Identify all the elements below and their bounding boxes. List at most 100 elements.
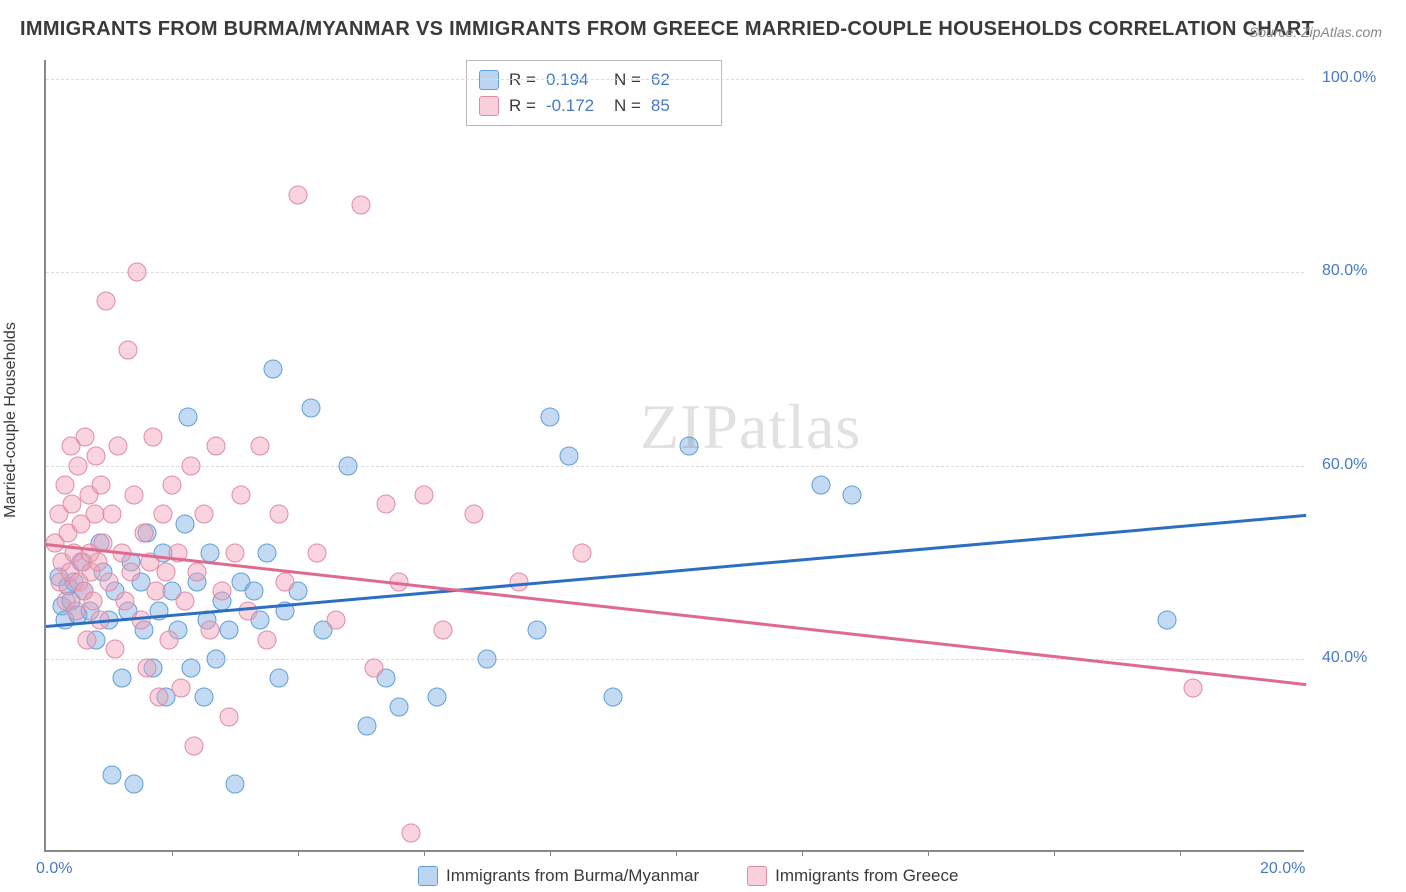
x-tick-label: 20.0% bbox=[1260, 860, 1305, 878]
data-point bbox=[67, 601, 86, 620]
data-point bbox=[134, 524, 153, 543]
data-point bbox=[402, 823, 421, 842]
data-point bbox=[326, 611, 345, 630]
r-label: R = bbox=[509, 93, 536, 119]
y-tick-label: 60.0% bbox=[1322, 456, 1367, 474]
data-point bbox=[377, 495, 396, 514]
data-point bbox=[301, 398, 320, 417]
data-point bbox=[811, 475, 830, 494]
data-point bbox=[528, 620, 547, 639]
data-point bbox=[106, 640, 125, 659]
data-point bbox=[96, 292, 115, 311]
trend-line bbox=[46, 543, 1306, 686]
data-point bbox=[289, 186, 308, 205]
data-point bbox=[156, 562, 175, 581]
data-point bbox=[181, 659, 200, 678]
grid-line bbox=[46, 79, 1304, 80]
n-label: N = bbox=[614, 93, 641, 119]
x-tick bbox=[928, 850, 929, 856]
grid-line bbox=[46, 272, 1304, 273]
data-point bbox=[144, 427, 163, 446]
stats-box: R = 0.194 N = 62 R = -0.172 N = 85 bbox=[466, 60, 722, 126]
data-point bbox=[200, 620, 219, 639]
data-point bbox=[339, 456, 358, 475]
data-point bbox=[200, 543, 219, 562]
data-point bbox=[181, 456, 200, 475]
data-point bbox=[188, 562, 207, 581]
data-point bbox=[185, 736, 204, 755]
data-point bbox=[153, 504, 172, 523]
data-point bbox=[207, 649, 226, 668]
data-point bbox=[103, 504, 122, 523]
data-point bbox=[84, 591, 103, 610]
data-point bbox=[226, 775, 245, 794]
data-point bbox=[415, 485, 434, 504]
trend-line bbox=[46, 514, 1306, 628]
data-point bbox=[1183, 678, 1202, 697]
data-point bbox=[122, 562, 141, 581]
data-point bbox=[68, 456, 87, 475]
data-point bbox=[213, 582, 232, 601]
data-point bbox=[263, 360, 282, 379]
data-point bbox=[194, 688, 213, 707]
data-point bbox=[112, 669, 131, 688]
data-point bbox=[307, 543, 326, 562]
grid-line bbox=[46, 466, 1304, 467]
data-point bbox=[103, 765, 122, 784]
data-point bbox=[88, 553, 107, 572]
data-point bbox=[76, 427, 95, 446]
data-point bbox=[92, 475, 111, 494]
data-point bbox=[118, 340, 137, 359]
data-point bbox=[238, 601, 257, 620]
data-point bbox=[251, 437, 270, 456]
data-point bbox=[433, 620, 452, 639]
data-point bbox=[509, 572, 528, 591]
y-tick-label: 40.0% bbox=[1322, 649, 1367, 667]
legend-item: Immigrants from Greece bbox=[747, 866, 958, 886]
data-point bbox=[219, 707, 238, 726]
swatch-pink bbox=[747, 866, 767, 886]
x-tick bbox=[1180, 850, 1181, 856]
data-point bbox=[87, 447, 106, 466]
grid-line bbox=[46, 659, 1304, 660]
data-point bbox=[77, 630, 96, 649]
data-point bbox=[270, 504, 289, 523]
data-point bbox=[352, 195, 371, 214]
bottom-legend: Immigrants from Burma/Myanmar Immigrants… bbox=[418, 866, 958, 886]
data-point bbox=[163, 475, 182, 494]
swatch-blue bbox=[418, 866, 438, 886]
data-point bbox=[364, 659, 383, 678]
chart-title: IMMIGRANTS FROM BURMA/MYANMAR VS IMMIGRA… bbox=[20, 18, 1314, 41]
data-point bbox=[270, 669, 289, 688]
source-attribution: Source: ZipAtlas.com bbox=[1249, 24, 1382, 40]
data-point bbox=[541, 408, 560, 427]
data-point bbox=[137, 659, 156, 678]
data-point bbox=[843, 485, 862, 504]
stats-row: R = -0.172 N = 85 bbox=[479, 93, 709, 119]
data-point bbox=[572, 543, 591, 562]
data-point bbox=[358, 717, 377, 736]
data-point bbox=[604, 688, 623, 707]
data-point bbox=[175, 591, 194, 610]
data-point bbox=[232, 485, 251, 504]
data-point bbox=[465, 504, 484, 523]
y-axis-label: Married-couple Households bbox=[2, 322, 20, 518]
data-point bbox=[55, 475, 74, 494]
data-point bbox=[427, 688, 446, 707]
x-tick bbox=[802, 850, 803, 856]
data-point bbox=[159, 630, 178, 649]
data-point bbox=[131, 611, 150, 630]
data-point bbox=[257, 630, 276, 649]
x-tick bbox=[550, 850, 551, 856]
data-point bbox=[257, 543, 276, 562]
data-point bbox=[559, 447, 578, 466]
r-value: -0.172 bbox=[546, 93, 604, 119]
data-point bbox=[178, 408, 197, 427]
swatch-pink bbox=[479, 96, 499, 116]
data-point bbox=[207, 437, 226, 456]
data-point bbox=[147, 582, 166, 601]
y-tick-label: 100.0% bbox=[1322, 69, 1376, 87]
data-point bbox=[478, 649, 497, 668]
data-point bbox=[100, 572, 119, 591]
x-tick bbox=[676, 850, 677, 856]
